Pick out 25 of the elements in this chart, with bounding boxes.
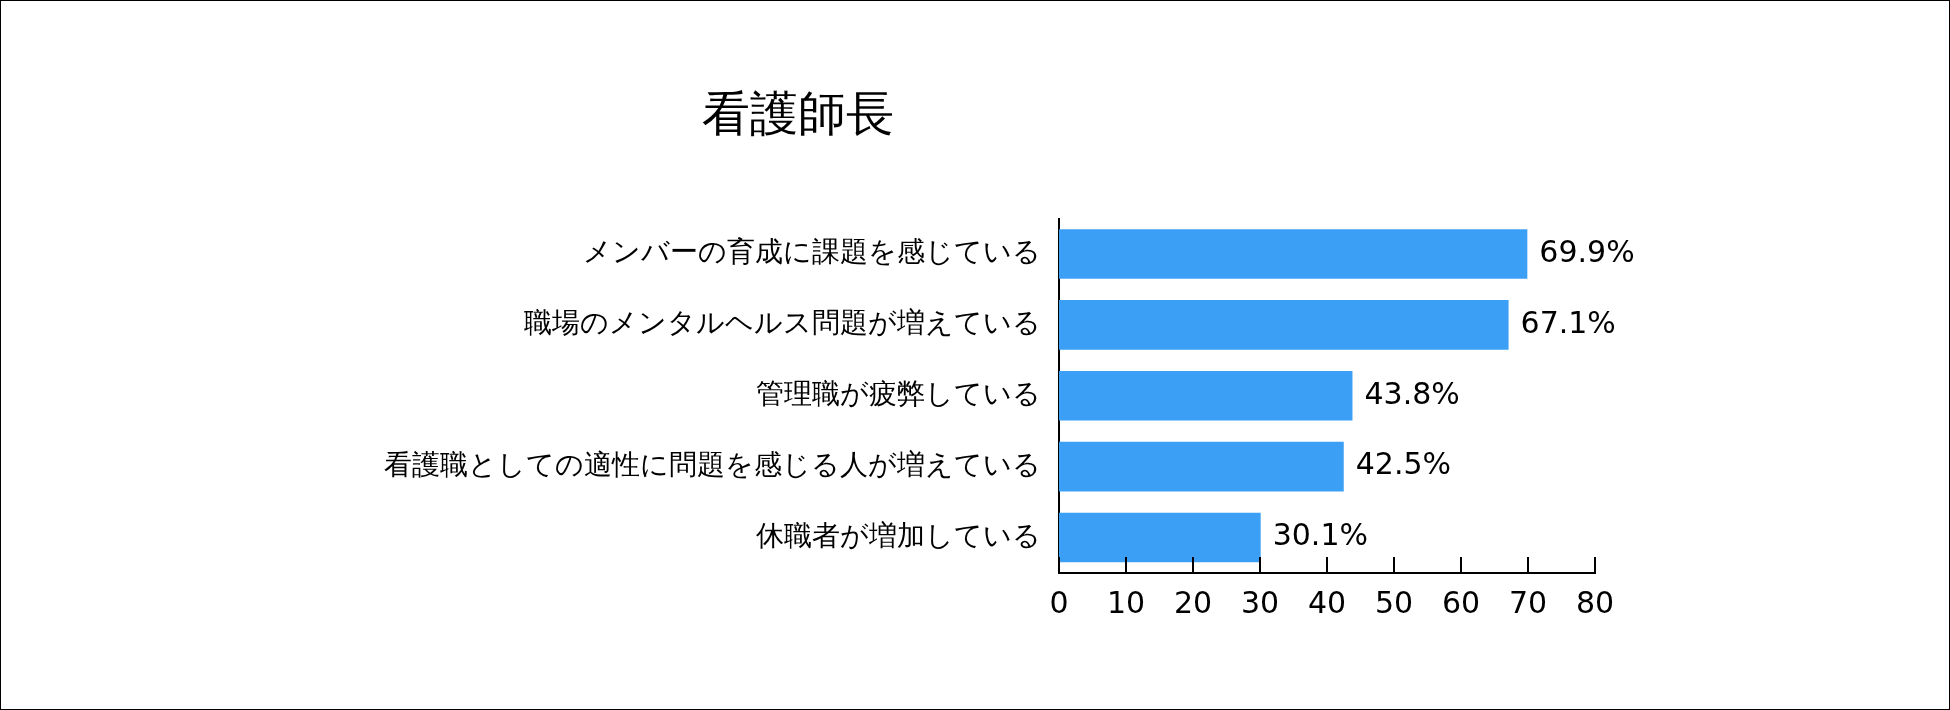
y-tick-label: 看護職としての適性に問題を感じる人が増えている xyxy=(384,447,1041,481)
x-tick-label: 80 xyxy=(1575,584,1615,620)
data-label: 67.1% xyxy=(1520,304,1616,340)
y-tick-label: 職場のメンタルヘルス問題が増えている xyxy=(524,306,1041,340)
x-tick-label: 20 xyxy=(1173,584,1213,620)
data-label: 69.9% xyxy=(1539,233,1635,269)
x-tick-label: 0 xyxy=(1049,584,1069,620)
x-tick-label: 30 xyxy=(1240,584,1280,620)
x-tick-label: 50 xyxy=(1374,584,1414,620)
y-tick-label: メンバーの育成に課題を感じている xyxy=(583,235,1041,269)
y-tick-label: 休職者が増加している xyxy=(756,518,1041,552)
x-tick-label: 70 xyxy=(1508,584,1548,620)
data-label: 30.1% xyxy=(1272,517,1368,553)
bar xyxy=(1059,229,1528,279)
bar xyxy=(1059,300,1509,350)
data-label: 42.5% xyxy=(1355,446,1452,482)
bar xyxy=(1059,441,1344,492)
x-tick-label: 40 xyxy=(1307,584,1347,620)
bar xyxy=(1059,370,1353,421)
x-tick-label: 60 xyxy=(1441,584,1481,620)
chart-title: 看護師長 xyxy=(702,85,894,142)
y-tick-label: 管理職が疲弊している xyxy=(756,377,1041,411)
data-label: 43.8% xyxy=(1364,375,1460,411)
x-tick-label: 10 xyxy=(1106,584,1146,620)
bar xyxy=(1059,512,1261,563)
